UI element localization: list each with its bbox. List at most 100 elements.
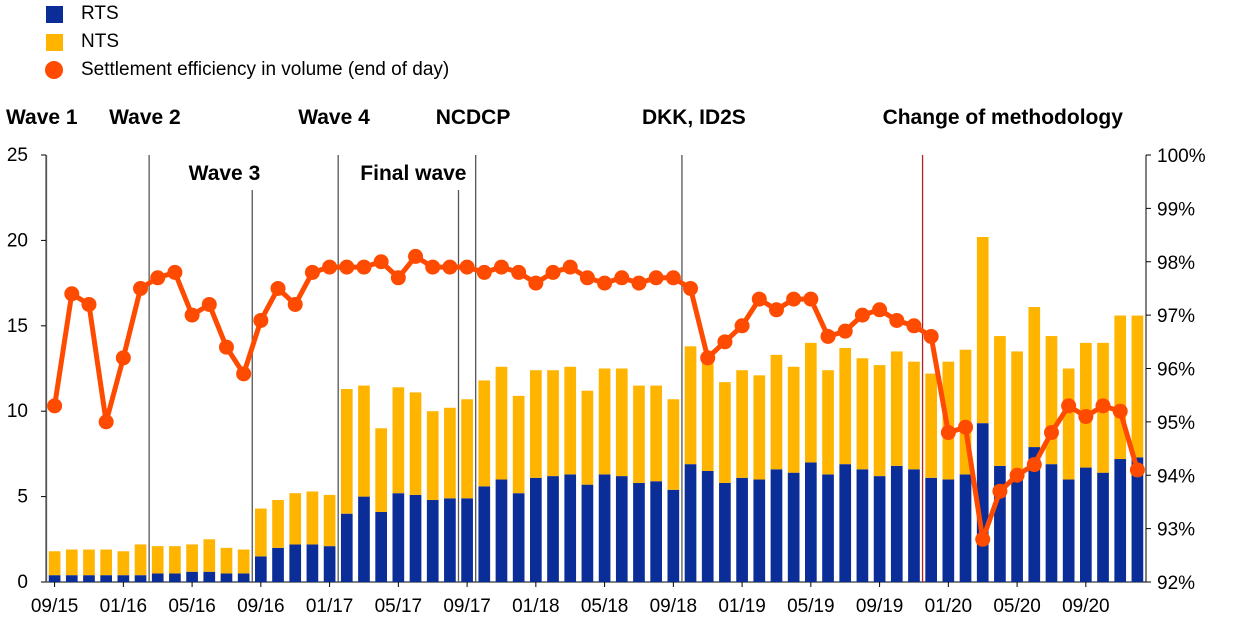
- event-label: DKK, ID2S: [642, 106, 746, 129]
- bar-nts: [306, 491, 319, 545]
- bar-nts: [1114, 315, 1127, 460]
- bar-nts: [117, 551, 130, 576]
- event-label: Change of methodology: [883, 106, 1124, 129]
- efficiency-point: [236, 366, 252, 382]
- efficiency-point: [717, 334, 733, 350]
- bar-rts: [787, 472, 800, 582]
- bar-rts: [701, 470, 714, 582]
- bar-nts: [925, 373, 937, 478]
- efficiency-point: [322, 259, 338, 275]
- bar-rts: [753, 479, 766, 582]
- bar-rts: [650, 481, 662, 582]
- efficiency-point: [98, 414, 114, 430]
- bar-nts: [530, 370, 542, 478]
- bar-rts: [203, 571, 216, 582]
- efficiency-point: [734, 318, 750, 334]
- x-tick-label: 05/19: [787, 596, 835, 617]
- event-label: Wave 1: [6, 106, 78, 129]
- efficiency-point: [81, 296, 97, 312]
- bar-nts: [255, 508, 267, 557]
- efficiency-point: [803, 291, 819, 307]
- bar-nts: [1080, 342, 1092, 468]
- efficiency-point: [958, 419, 974, 435]
- x-tick-label: 05/20: [993, 596, 1041, 617]
- efficiency-point: [373, 254, 389, 270]
- bar-nts: [478, 380, 491, 487]
- x-tick-label: 09/20: [1062, 596, 1110, 617]
- bar-nts: [1045, 336, 1058, 465]
- bar-nts: [736, 370, 748, 478]
- bar-rts: [770, 469, 783, 582]
- bar-nts: [237, 549, 250, 574]
- bar-nts: [994, 336, 1006, 466]
- right-tick-label: 99%: [1157, 199, 1195, 220]
- x-tick-label: 01/20: [925, 596, 973, 617]
- legend-item-nts: NTS: [40, 28, 449, 56]
- event-label: Wave 4: [298, 106, 370, 129]
- left-tick-label: 15: [7, 316, 28, 337]
- efficiency-point: [1009, 467, 1025, 483]
- bar-rts: [633, 482, 645, 582]
- efficiency-point: [545, 264, 561, 280]
- efficiency-point: [270, 280, 286, 296]
- bar-nts: [633, 385, 645, 483]
- x-tick-label: 01/19: [718, 596, 766, 617]
- right-tick-label: 95%: [1157, 413, 1195, 434]
- efficiency-point: [751, 291, 767, 307]
- efficiency-point: [1061, 398, 1077, 414]
- efficiency-point: [476, 264, 492, 280]
- bar-rts: [220, 573, 233, 582]
- bar-nts: [787, 366, 800, 473]
- efficiency-point: [425, 259, 441, 275]
- bar-rts: [736, 477, 748, 582]
- bar-nts: [151, 546, 164, 574]
- efficiency-point: [872, 302, 888, 318]
- bar-nts: [719, 382, 731, 483]
- legend-label-nts: NTS: [81, 31, 119, 52]
- efficiency-point: [493, 259, 509, 275]
- bar-rts: [719, 482, 731, 582]
- bar-rts: [117, 575, 130, 582]
- bar-rts: [306, 544, 319, 582]
- bar-rts: [890, 465, 903, 582]
- efficiency-point: [786, 291, 802, 307]
- bar-rts: [358, 496, 370, 582]
- efficiency-line: [52, 253, 1140, 542]
- bar-rts: [994, 465, 1006, 582]
- bar-nts: [220, 547, 233, 574]
- bar-rts: [512, 493, 525, 582]
- legend-item-efficiency: Settlement efficiency in volume (end of …: [40, 56, 449, 84]
- bar-nts: [547, 370, 559, 477]
- efficiency-point: [47, 398, 63, 414]
- bar-nts: [169, 546, 181, 574]
- efficiency-point: [511, 264, 527, 280]
- efficiency-point: [1112, 403, 1128, 419]
- bar-nts: [426, 411, 439, 501]
- right-tick-label: 97%: [1157, 306, 1195, 327]
- bar-rts: [615, 476, 628, 582]
- x-tick-label: 01/16: [100, 596, 148, 617]
- bar-rts: [1045, 464, 1058, 582]
- bar-nts: [908, 361, 920, 470]
- bar-rts: [444, 498, 456, 582]
- bar-rts: [272, 547, 284, 582]
- efficiency-point: [201, 296, 217, 312]
- bar-rts: [908, 469, 920, 582]
- bar-nts: [564, 366, 577, 475]
- efficiency-point: [683, 280, 699, 296]
- bar-nts: [358, 385, 370, 497]
- efficiency-point: [115, 350, 131, 366]
- efficiency-point: [408, 248, 424, 264]
- bar-rts: [873, 476, 886, 582]
- bar-nts: [667, 399, 680, 490]
- bar-rts: [409, 494, 422, 582]
- efficiency-point: [184, 307, 200, 323]
- bar-rts: [392, 493, 405, 582]
- bar-nts: [323, 494, 336, 547]
- efficiency-point: [648, 270, 664, 286]
- bar-rts: [323, 546, 336, 582]
- efficiency-point: [906, 318, 922, 334]
- x-tick-label: 09/16: [237, 596, 285, 617]
- bar-rts: [255, 556, 267, 582]
